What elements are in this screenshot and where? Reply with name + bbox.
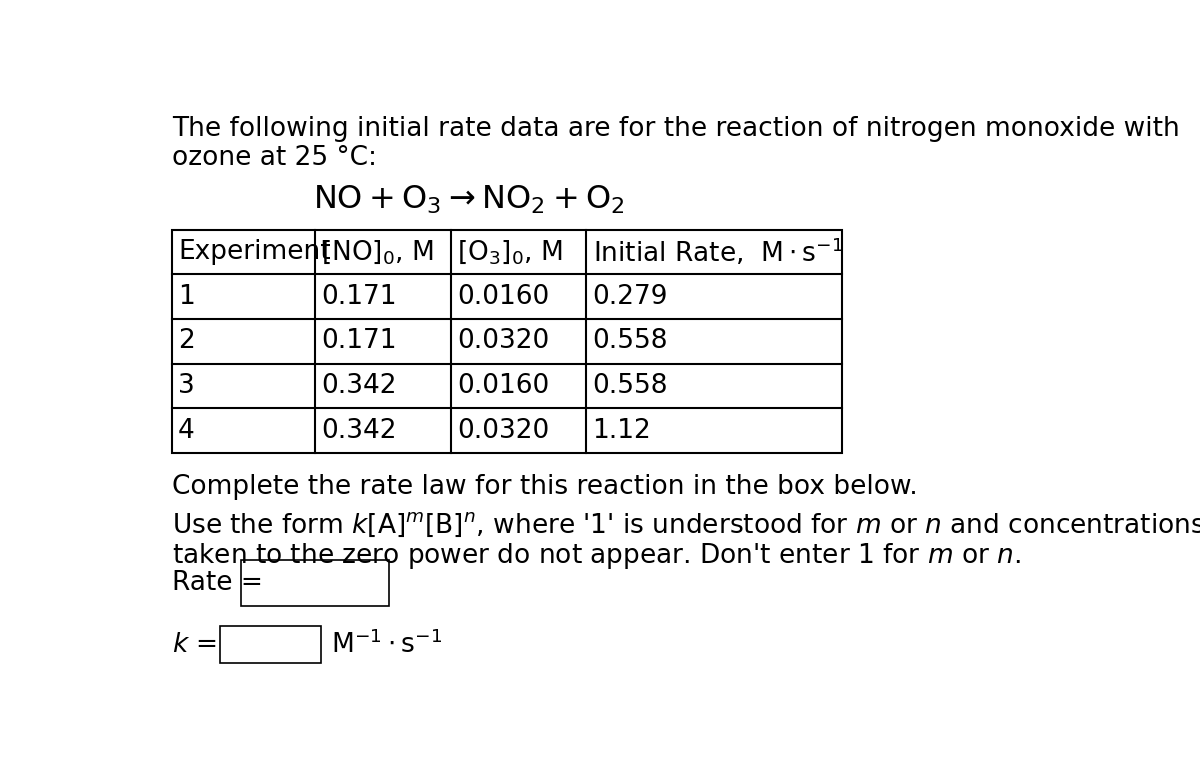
Bar <box>220 626 320 663</box>
Text: $[\mathrm{NO}]_0$, M: $[\mathrm{NO}]_0$, M <box>322 238 434 266</box>
Text: 1.12: 1.12 <box>593 418 652 443</box>
Text: 0.279: 0.279 <box>593 284 668 310</box>
Text: Initial Rate,  $\mathrm{M \cdot s^{-1}}$: Initial Rate, $\mathrm{M \cdot s^{-1}}$ <box>593 236 842 268</box>
Text: Experiment: Experiment <box>178 239 330 265</box>
Text: 2: 2 <box>178 328 194 354</box>
Bar <box>241 560 389 606</box>
Text: 1: 1 <box>178 284 194 310</box>
Text: Use the form $k[\mathrm{A}]^m[\mathrm{B}]^n$, where '1' is understood for $m$ or: Use the form $k[\mathrm{A}]^m[\mathrm{B}… <box>172 511 1200 540</box>
Text: 0.342: 0.342 <box>322 418 397 443</box>
Text: 0.171: 0.171 <box>322 284 397 310</box>
Text: taken to the zero power do not appear. Don't enter 1 for $m$ or $n$.: taken to the zero power do not appear. D… <box>172 540 1021 571</box>
Text: $[\mathrm{O_3}]_0$, M: $[\mathrm{O_3}]_0$, M <box>457 238 563 266</box>
Text: 0.0160: 0.0160 <box>457 284 550 310</box>
Text: 0.0320: 0.0320 <box>457 328 550 354</box>
Text: Complete the rate law for this reaction in the box below.: Complete the rate law for this reaction … <box>172 474 918 500</box>
Text: Rate =: Rate = <box>172 570 271 596</box>
Text: $k$ =: $k$ = <box>172 631 217 658</box>
Text: The following initial rate data are for the reaction of nitrogen monoxide with: The following initial rate data are for … <box>172 116 1180 142</box>
Text: ozone at 25 °C:: ozone at 25 °C: <box>172 145 377 171</box>
Text: 0.0160: 0.0160 <box>457 373 550 399</box>
Bar <box>172 230 842 453</box>
Text: 0.558: 0.558 <box>593 328 668 354</box>
Text: $\mathrm{NO + O_3 \rightarrow NO_2 + O_2}$: $\mathrm{NO + O_3 \rightarrow NO_2 + O_2… <box>313 183 624 216</box>
Text: $\mathrm{M^{-1} \cdot s^{-1}}$: $\mathrm{M^{-1} \cdot s^{-1}}$ <box>331 631 443 659</box>
Text: 0.171: 0.171 <box>322 328 397 354</box>
Text: 0.558: 0.558 <box>593 373 668 399</box>
Text: 0.0320: 0.0320 <box>457 418 550 443</box>
Text: 0.342: 0.342 <box>322 373 397 399</box>
Text: 3: 3 <box>178 373 194 399</box>
Text: 4: 4 <box>178 418 194 443</box>
